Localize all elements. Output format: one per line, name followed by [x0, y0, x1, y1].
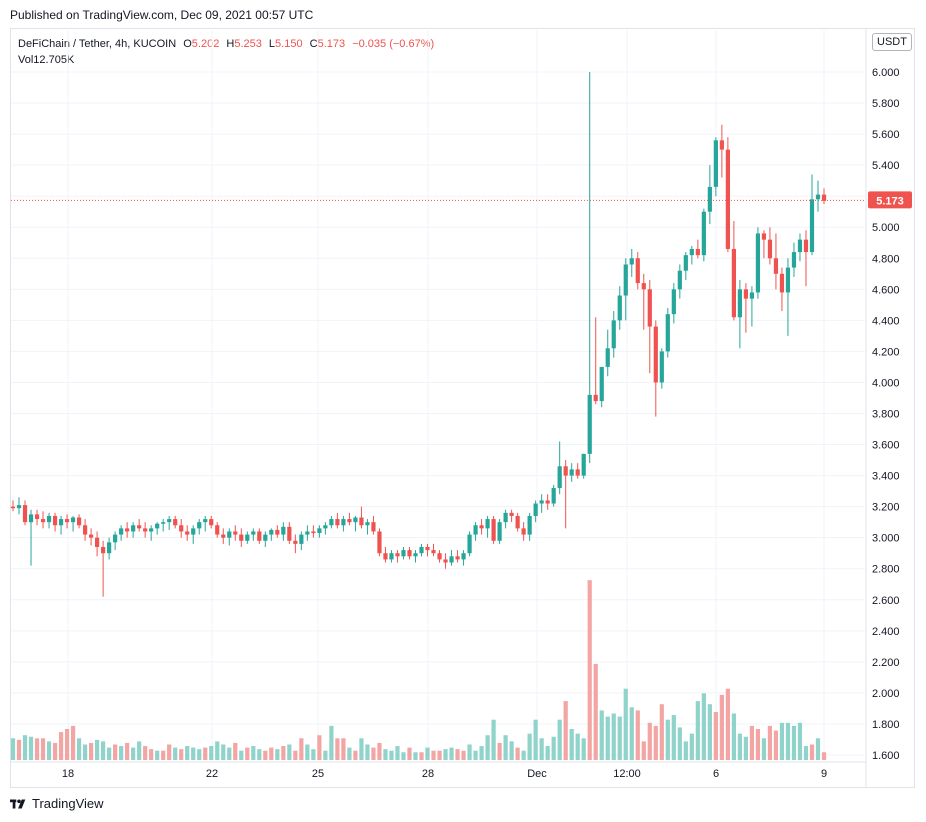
close-value: 5.173	[317, 38, 346, 50]
low-label: L	[268, 38, 276, 50]
tradingview-logo[interactable]: TradingView	[10, 796, 104, 811]
open-value: 5.202	[191, 38, 220, 50]
symbol-label: DeFiChain / Tether, 4h, KUCOIN	[18, 38, 177, 50]
high-label: H	[226, 38, 235, 50]
logo-text: TradingView	[32, 796, 104, 811]
high-value: 5.253	[234, 38, 262, 50]
change-value: −0.035 (−0.67%)	[352, 38, 435, 50]
close-label: C	[309, 38, 318, 50]
ohlc-legend: DeFiChain / Tether, 4h, KUCOIN O5.202 H5…	[18, 36, 434, 52]
tradingview-logo-icon	[10, 799, 26, 808]
low-value: 5.150	[275, 38, 303, 50]
open-label: O	[183, 38, 192, 50]
volume-label: Vol	[18, 54, 34, 66]
volume-legend: Vol12.705K	[18, 52, 74, 68]
published-caption: Published on TradingView.com, Dec 09, 20…	[10, 8, 314, 22]
currency-button[interactable]: USDT	[872, 33, 912, 51]
chart-frame[interactable]	[10, 28, 915, 788]
volume-value: 12.705K	[33, 54, 75, 66]
